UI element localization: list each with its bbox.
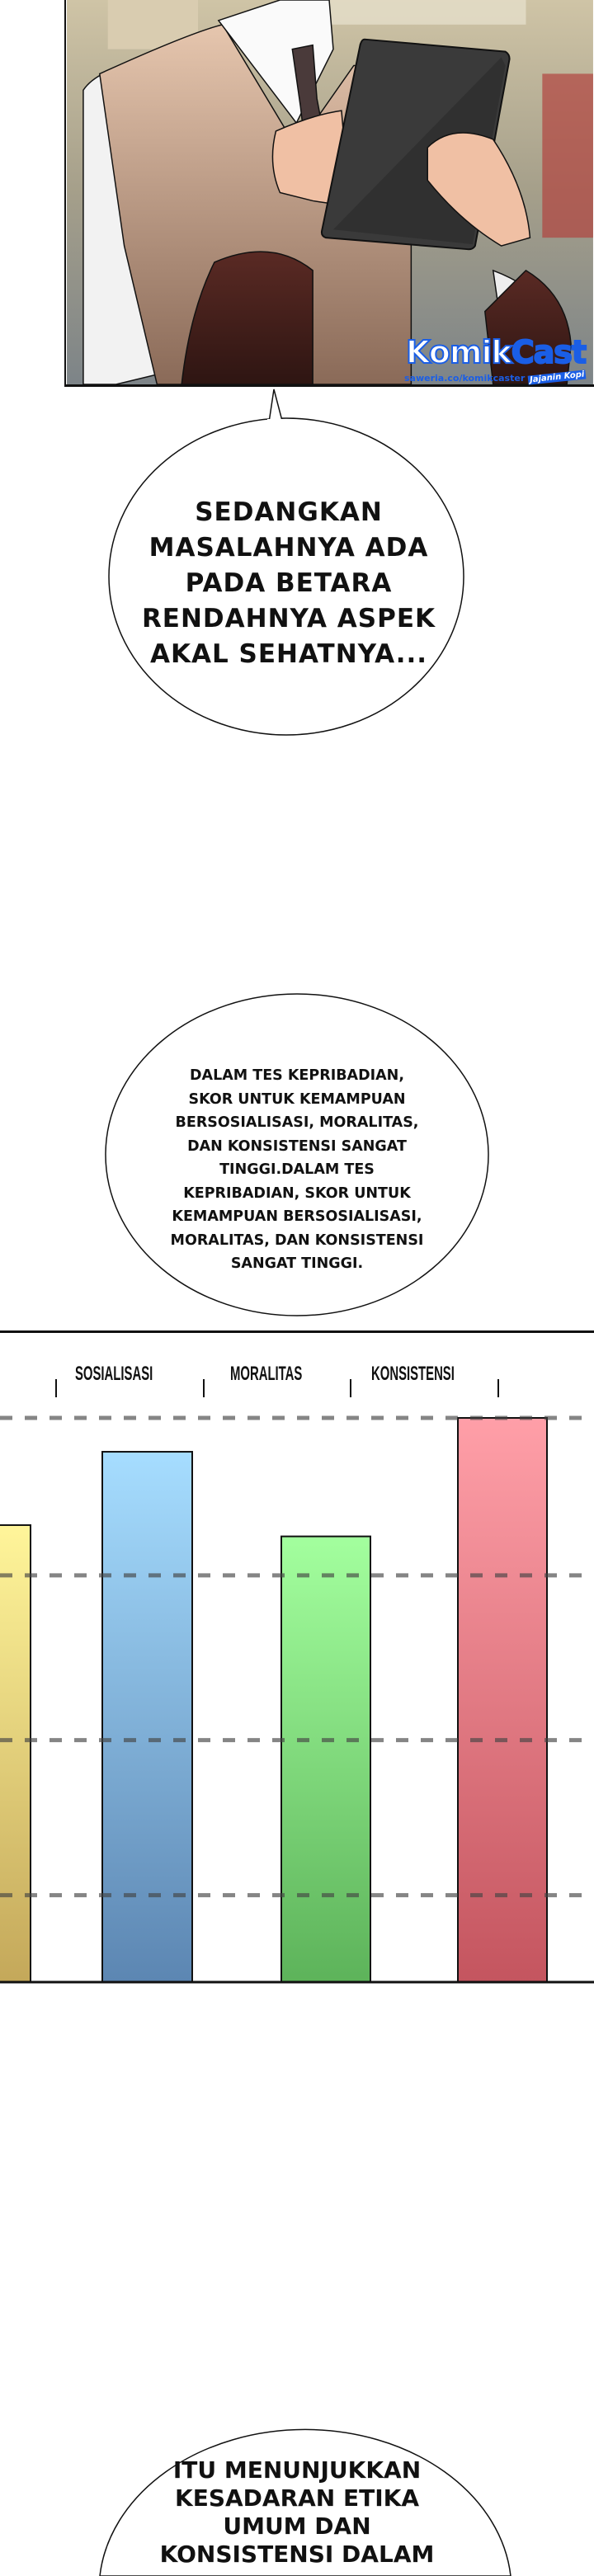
chart-panel-border (0, 1330, 594, 1333)
bar-chart (0, 1415, 594, 1984)
label-separator (203, 1379, 205, 1397)
bubble-2-text: DALAM TES KEPRIBADIAN, SKOR UNTUK KEMAMP… (170, 1067, 424, 1272)
bubble-1-text: SEDANGKAN MASALAHNYA ADA PADA BETARA REN… (141, 497, 436, 669)
speech-bubble-2 (105, 993, 489, 1316)
chart-label-moralitas: MORALITAS (230, 1363, 303, 1385)
man-holding-tablet-illustration (67, 0, 593, 384)
watermark-logo: KomikCast (405, 333, 587, 371)
illustration-panel: KomikCast (64, 0, 594, 387)
speech-bubble-1 (108, 389, 464, 736)
label-separator (350, 1379, 351, 1397)
watermark-url: saweria.co/komikcaster (404, 373, 526, 384)
bar-moralitas (280, 1535, 371, 1983)
label-separator (55, 1379, 57, 1397)
label-separator (497, 1379, 499, 1397)
bubble-3-text: ITU MENUNJUKKAN KESADARAN ETIKA UMUM DAN… (159, 2456, 435, 2568)
chart-label-sosialisasi: SOSIALISASI (75, 1363, 153, 1385)
bar-first (0, 1523, 31, 1983)
chart-label-konsistensi: KONSISTENSI (371, 1363, 455, 1385)
bar-sosialisasi (101, 1451, 193, 1984)
speech-bubble-3 (99, 2428, 512, 2576)
bar-konsistensi (457, 1417, 548, 1983)
